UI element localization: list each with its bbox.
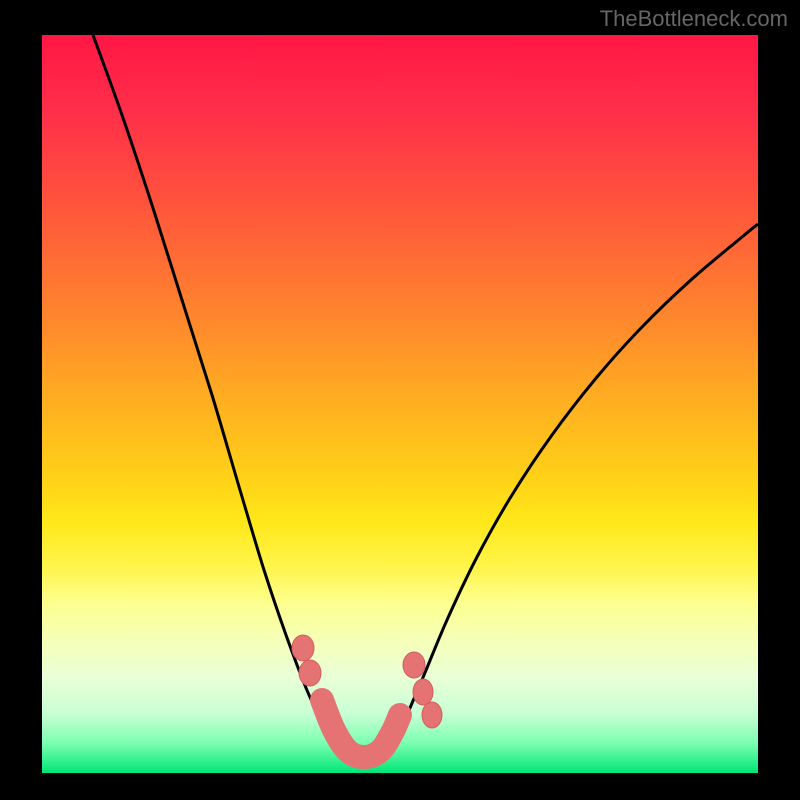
plot-area [42, 35, 758, 773]
marker-dot [292, 635, 314, 661]
chart-container: { "watermark": { "text": "TheBottleneck.… [0, 0, 800, 800]
marker-dot [413, 679, 433, 705]
marker-dot [299, 660, 321, 686]
chart-background [42, 35, 758, 773]
marker-dot [422, 702, 442, 728]
chart-svg [42, 35, 758, 773]
marker-dot [403, 652, 425, 678]
watermark-text: TheBottleneck.com [600, 6, 788, 32]
